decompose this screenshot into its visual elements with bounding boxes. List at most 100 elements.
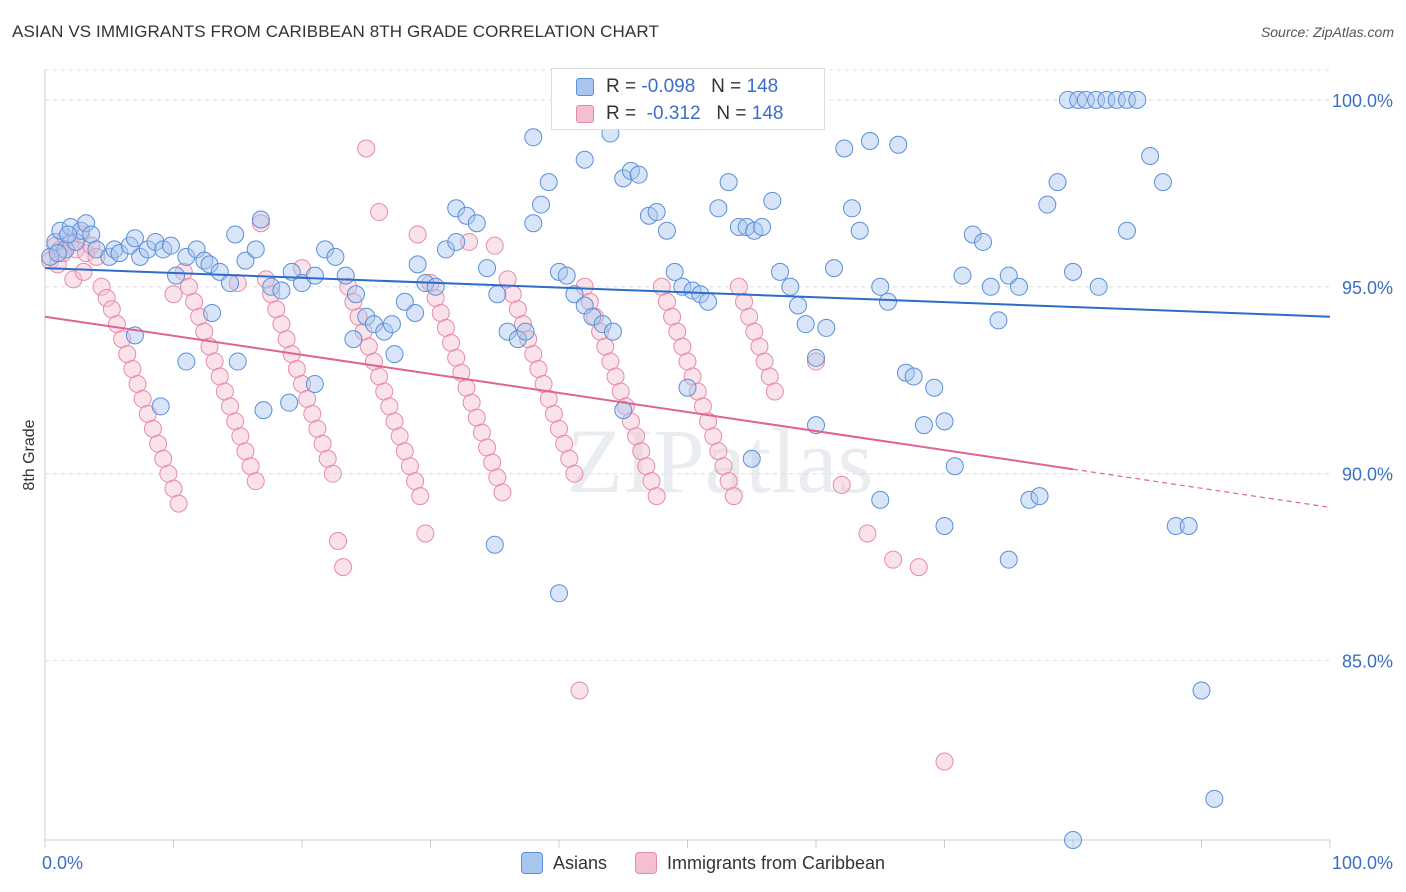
asians-point: [719, 173, 738, 192]
asians-point: [1064, 262, 1082, 281]
carib-point: [606, 367, 625, 386]
carib-point: [241, 457, 260, 476]
carib-point: [357, 139, 376, 158]
asians-swatch: [576, 78, 594, 96]
carib-point: [406, 472, 425, 491]
asians-trendline: [44, 267, 1331, 318]
asians-point: [1166, 517, 1185, 536]
carib-point: [503, 285, 522, 304]
carib-point: [550, 419, 568, 438]
series-legend: Asians Immigrants from Caribbean: [0, 852, 1406, 874]
asians-point: [1064, 831, 1082, 849]
carib-point: [627, 427, 646, 446]
carib-point: [488, 468, 507, 487]
asians-point: [488, 285, 507, 304]
asians-point: [532, 195, 551, 214]
carib-point: [164, 479, 183, 498]
carib-point: [745, 322, 764, 341]
asians-point: [807, 416, 825, 435]
carib-point: [380, 397, 399, 416]
carib-point: [719, 472, 738, 491]
carib-point: [642, 472, 661, 491]
carib-point: [673, 337, 692, 356]
asians-point: [925, 378, 944, 397]
asians-legend-label: Asians: [552, 852, 607, 873]
carib-n-value: 148: [751, 103, 784, 124]
carib-trendline: [44, 315, 1074, 471]
carib-swatch: [576, 105, 594, 123]
asians-point: [974, 232, 993, 251]
carib-point: [431, 303, 450, 322]
asians-point: [382, 315, 401, 334]
asians-point: [789, 296, 808, 315]
asians-point: [316, 240, 335, 259]
asians-n-value: 148: [746, 76, 779, 97]
asians-point: [981, 277, 1000, 296]
y-tick-label: 90.0%: [1342, 465, 1393, 485]
asians-point: [146, 232, 165, 251]
asians-point: [385, 345, 404, 364]
carib-point: [236, 442, 255, 461]
asians-point: [524, 214, 543, 233]
carib-point: [460, 232, 479, 251]
y-tick-label: 85.0%: [1342, 652, 1393, 672]
carib-point: [231, 427, 250, 446]
asians-point: [691, 285, 710, 304]
asians-point: [1030, 487, 1049, 506]
asians-point: [1097, 90, 1116, 109]
asians-point: [280, 393, 299, 412]
asians-point: [228, 352, 247, 371]
carib-point: [149, 434, 168, 453]
asians-point: [989, 311, 1008, 330]
asians-r-value: -0.098: [641, 76, 696, 97]
legend-row-asians: R = -0.098 N = 148: [576, 75, 778, 99]
carib-point: [154, 449, 173, 468]
asians-point: [742, 449, 761, 468]
carib-point: [97, 289, 116, 308]
asians-point: [282, 262, 301, 281]
carib-point: [704, 427, 723, 446]
asians-point: [550, 584, 568, 603]
carib-point: [164, 285, 183, 304]
carib-point: [334, 558, 353, 577]
asians-point: [878, 292, 897, 311]
asians-point: [963, 225, 982, 244]
carib-point: [375, 382, 394, 401]
asians-point: [305, 266, 324, 285]
asians-point: [1087, 90, 1106, 109]
carib-point: [729, 277, 748, 296]
asians-point: [272, 281, 291, 300]
asians-point: [125, 229, 144, 248]
carib-point: [735, 292, 754, 311]
carib-point: [102, 300, 121, 319]
carib-point: [364, 352, 383, 371]
asians-point: [326, 247, 345, 266]
asians-point: [1153, 173, 1172, 192]
asians-point: [1128, 90, 1147, 109]
carib-point: [118, 345, 137, 364]
asians-point: [467, 214, 486, 233]
carib-point: [390, 427, 409, 446]
asians-point: [914, 416, 933, 435]
asians-point: [364, 315, 383, 334]
asians-point: [305, 374, 324, 393]
asians-point: [850, 221, 869, 240]
y-tick-label: 100.0%: [1332, 91, 1393, 111]
carib-point: [884, 550, 903, 569]
y-tick-label: 95.0%: [1342, 278, 1393, 298]
carib-point: [601, 352, 620, 371]
carib-point: [807, 352, 825, 371]
carib-point: [544, 404, 563, 423]
carib-point: [478, 438, 497, 457]
asians-point: [614, 169, 633, 188]
carib-point: [483, 453, 502, 472]
chart-title: ASIAN VS IMMIGRANTS FROM CARIBBEAN 8TH G…: [12, 22, 659, 41]
x-tick-label: 100.0%: [1332, 853, 1393, 873]
carib-point: [416, 524, 435, 543]
asians-point: [1076, 90, 1095, 109]
asians-point: [871, 277, 890, 296]
asians-point: [200, 255, 219, 274]
carib-point: [411, 487, 430, 506]
asians-point: [763, 191, 782, 210]
asians-point: [408, 255, 427, 274]
